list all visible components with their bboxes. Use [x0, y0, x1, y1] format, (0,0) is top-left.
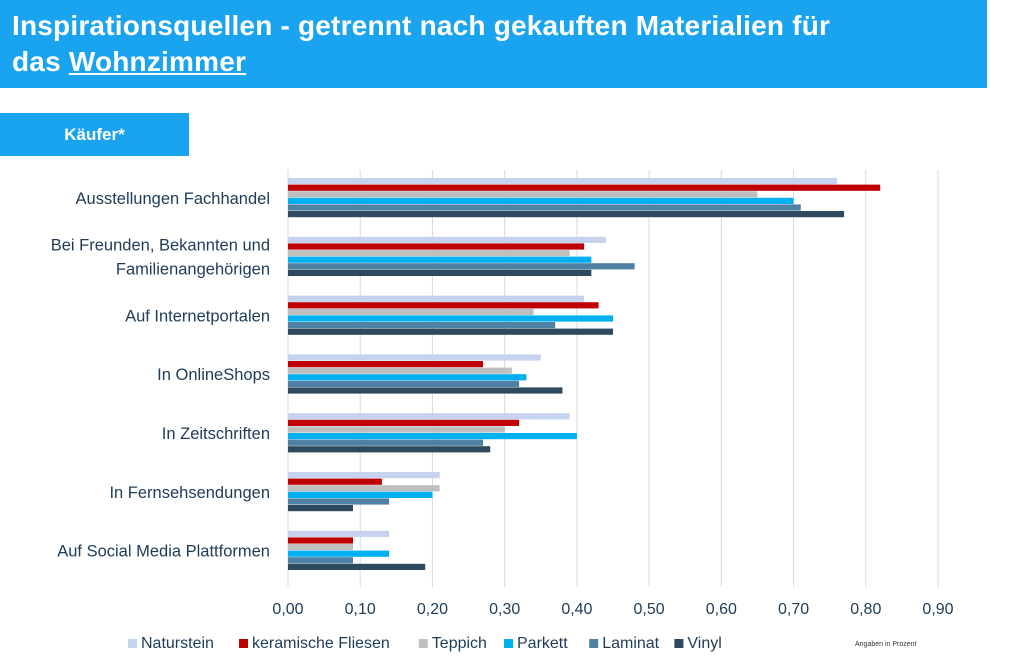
- legend-swatch: [239, 639, 248, 648]
- bar-parkett: [288, 256, 592, 263]
- category-label: Auf Social Media Plattformen: [57, 543, 270, 561]
- title-underlined-word: Wohnzimmer: [68, 46, 247, 77]
- legend-label: Parkett: [517, 635, 568, 652]
- legend-swatch: [128, 639, 137, 648]
- buyer-tag: Käufer*: [0, 113, 189, 156]
- bar-naturstein: [288, 236, 606, 243]
- bar-naturstein: [288, 178, 837, 185]
- category-label: Ausstellungen Fachhandel: [76, 190, 270, 208]
- bar-naturstein: [288, 472, 440, 479]
- legend-swatch: [589, 639, 599, 648]
- bar-teppich: [288, 485, 440, 492]
- x-tick-label: 0,20: [417, 601, 448, 618]
- bar-keramische-fliesen: [288, 361, 483, 368]
- bar-laminat: [288, 204, 801, 211]
- legend-swatch: [418, 639, 428, 648]
- bar-parkett: [288, 315, 613, 322]
- bar-parkett: [288, 491, 433, 498]
- bar-naturstein: [288, 413, 570, 420]
- bar-keramische-fliesen: [288, 302, 599, 309]
- x-tick-label: 0,10: [345, 601, 376, 618]
- footnote: Angaben in Prozent: [855, 641, 917, 648]
- bar-keramische-fliesen: [288, 478, 382, 485]
- x-tick-label: 0,80: [850, 601, 881, 618]
- bar-teppich: [288, 308, 534, 315]
- bar-teppich: [288, 544, 353, 551]
- bar-keramische-fliesen: [288, 184, 881, 191]
- bar-vinyl: [288, 505, 353, 512]
- bar-laminat: [288, 322, 556, 329]
- bar-vinyl: [288, 328, 613, 335]
- category-label: In Fernsehsendungen: [109, 484, 270, 502]
- x-tick-label: 0,60: [706, 601, 737, 618]
- x-tick-label: 0,30: [489, 601, 520, 618]
- bar-laminat: [288, 380, 520, 387]
- bar-laminat: [288, 263, 635, 270]
- bar-vinyl: [288, 269, 592, 276]
- category-label: In OnlineShops: [157, 366, 270, 384]
- x-tick-label: 0,70: [778, 601, 809, 618]
- bar-parkett: [288, 550, 390, 557]
- title-line-2: das Wohnzimmer: [12, 44, 987, 80]
- bar-vinyl: [288, 211, 845, 218]
- bar-naturstein: [288, 530, 390, 537]
- title-prefix: das: [12, 46, 69, 77]
- bar-vinyl: [288, 446, 491, 453]
- category-label: Bei Freunden, Bekannten und: [51, 237, 270, 255]
- legend-label: Naturstein: [141, 635, 214, 652]
- title-line-1: Inspirationsquellen - getrennt nach geka…: [12, 10, 831, 41]
- title-bar: Inspirationsquellen - getrennt nach geka…: [0, 0, 987, 88]
- bar-teppich: [288, 367, 512, 374]
- bar-vinyl: [288, 563, 426, 570]
- legend-label: Vinyl: [687, 635, 721, 652]
- x-tick-label: 0,50: [634, 601, 665, 618]
- bar-parkett: [288, 374, 527, 381]
- bar-keramische-fliesen: [288, 419, 520, 426]
- bar-laminat: [288, 439, 483, 446]
- page-title: Inspirationsquellen - getrennt nach geka…: [12, 8, 987, 80]
- bar-laminat: [288, 498, 390, 505]
- bar-naturstein: [288, 354, 541, 361]
- x-tick-label: 0,90: [922, 601, 953, 618]
- x-tick-label: 0,00: [272, 601, 303, 618]
- bar-keramische-fliesen: [288, 537, 353, 544]
- category-label: Auf Internetportalen: [125, 307, 270, 325]
- category-label: Familienangehörigen: [116, 261, 270, 279]
- bar-teppich: [288, 191, 758, 198]
- legend-label: Laminat: [602, 635, 659, 652]
- bar-teppich: [288, 426, 505, 433]
- bar-parkett: [288, 197, 794, 204]
- x-tick-label: 0,40: [561, 601, 592, 618]
- bar-teppich: [288, 250, 570, 257]
- bar-vinyl: [288, 387, 563, 394]
- bar-naturstein: [288, 295, 585, 302]
- category-label: In Zeitschriften: [162, 425, 270, 443]
- bar-laminat: [288, 557, 353, 564]
- legend-label: Teppich: [432, 635, 487, 652]
- legend-swatch: [504, 639, 513, 648]
- legend-label: keramische Fliesen: [252, 635, 390, 652]
- legend-swatch: [674, 639, 684, 648]
- bar-parkett: [288, 433, 577, 440]
- bar-keramische-fliesen: [288, 243, 585, 250]
